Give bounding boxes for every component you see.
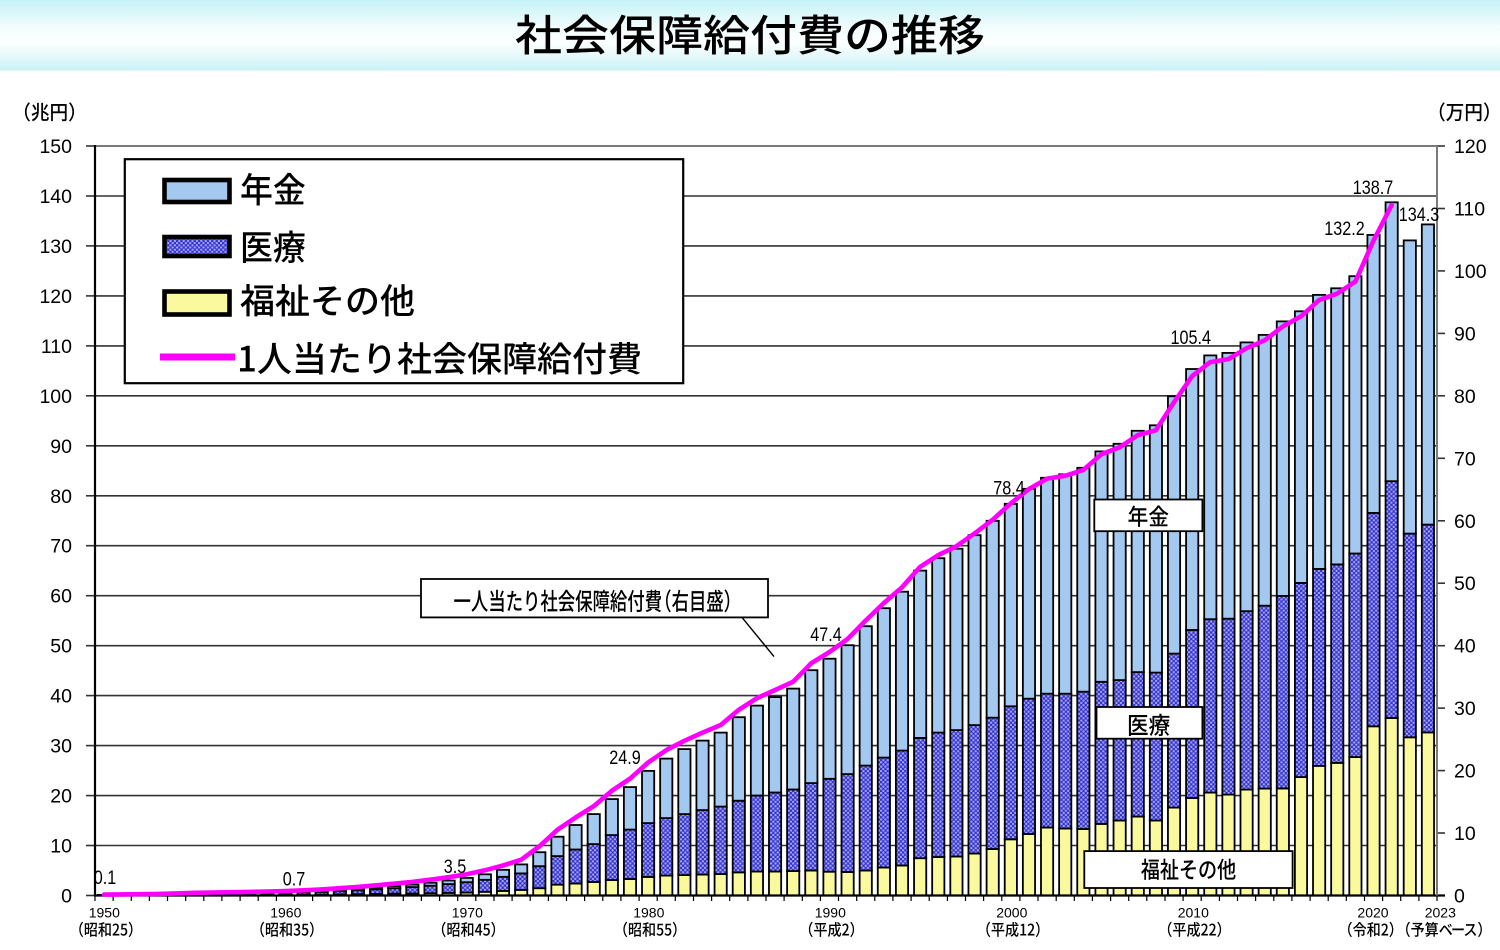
- svg-text:20: 20: [1454, 761, 1476, 783]
- svg-text:78.4: 78.4: [993, 479, 1025, 500]
- svg-text:20: 20: [50, 786, 72, 808]
- svg-text:50: 50: [50, 636, 72, 658]
- svg-text:2000: 2000: [996, 905, 1027, 921]
- svg-text:50: 50: [1454, 573, 1476, 595]
- svg-text:1980: 1980: [633, 905, 664, 921]
- svg-text:40: 40: [50, 686, 72, 708]
- svg-text:60: 60: [1454, 511, 1476, 533]
- svg-text:110: 110: [41, 336, 72, 358]
- svg-text:150: 150: [39, 136, 72, 158]
- svg-text:2010: 2010: [1178, 905, 1209, 921]
- svg-text:1960: 1960: [270, 905, 301, 921]
- svg-text:24.9: 24.9: [609, 748, 641, 769]
- svg-text:2020: 2020: [1357, 905, 1388, 921]
- svg-text:134.3: 134.3: [1399, 205, 1440, 226]
- svg-text:120: 120: [39, 286, 72, 308]
- svg-text:130: 130: [39, 236, 72, 258]
- svg-text:100: 100: [39, 386, 72, 408]
- svg-text:80: 80: [1454, 386, 1476, 408]
- svg-text:138.7: 138.7: [1353, 178, 1394, 199]
- svg-text:70: 70: [1454, 448, 1476, 470]
- svg-text:1970: 1970: [452, 905, 483, 921]
- svg-text:30: 30: [1454, 698, 1476, 720]
- svg-text:30: 30: [50, 736, 72, 758]
- svg-text:70: 70: [50, 536, 72, 558]
- svg-text:60: 60: [50, 586, 72, 608]
- svg-text:0.7: 0.7: [283, 870, 306, 891]
- svg-text:3.5: 3.5: [444, 857, 467, 878]
- svg-text:10: 10: [50, 836, 72, 858]
- svg-text:100: 100: [1454, 261, 1487, 283]
- svg-text:110: 110: [1454, 199, 1485, 221]
- svg-text:80: 80: [50, 486, 72, 508]
- svg-text:40: 40: [1454, 636, 1476, 658]
- svg-text:120: 120: [1454, 136, 1487, 158]
- svg-text:47.4: 47.4: [810, 625, 842, 646]
- svg-text:1950: 1950: [89, 905, 120, 921]
- svg-text:2023: 2023: [1425, 905, 1456, 921]
- svg-text:10: 10: [1454, 823, 1476, 845]
- svg-text:90: 90: [50, 436, 72, 458]
- svg-text:132.2: 132.2: [1324, 219, 1365, 240]
- svg-text:90: 90: [1454, 323, 1476, 345]
- svg-text:140: 140: [39, 186, 72, 208]
- svg-text:105.4: 105.4: [1170, 328, 1211, 349]
- svg-text:0: 0: [61, 886, 72, 908]
- svg-text:1990: 1990: [815, 905, 846, 921]
- svg-text:0.1: 0.1: [94, 868, 117, 889]
